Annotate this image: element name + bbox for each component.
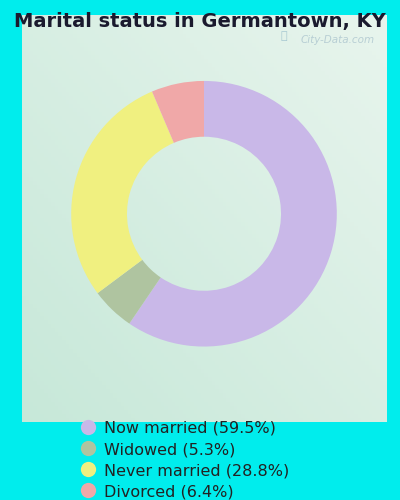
Wedge shape	[71, 92, 174, 293]
Wedge shape	[98, 260, 161, 324]
Legend: Now married (59.5%), Widowed (5.3%), Never married (28.8%), Divorced (6.4%): Now married (59.5%), Widowed (5.3%), Nev…	[80, 420, 289, 500]
Text: Marital status in Germantown, KY: Marital status in Germantown, KY	[14, 12, 386, 32]
Wedge shape	[152, 81, 204, 143]
Wedge shape	[129, 81, 337, 346]
Text: ⓘ: ⓘ	[280, 32, 287, 42]
Text: City-Data.com: City-Data.com	[301, 36, 375, 46]
